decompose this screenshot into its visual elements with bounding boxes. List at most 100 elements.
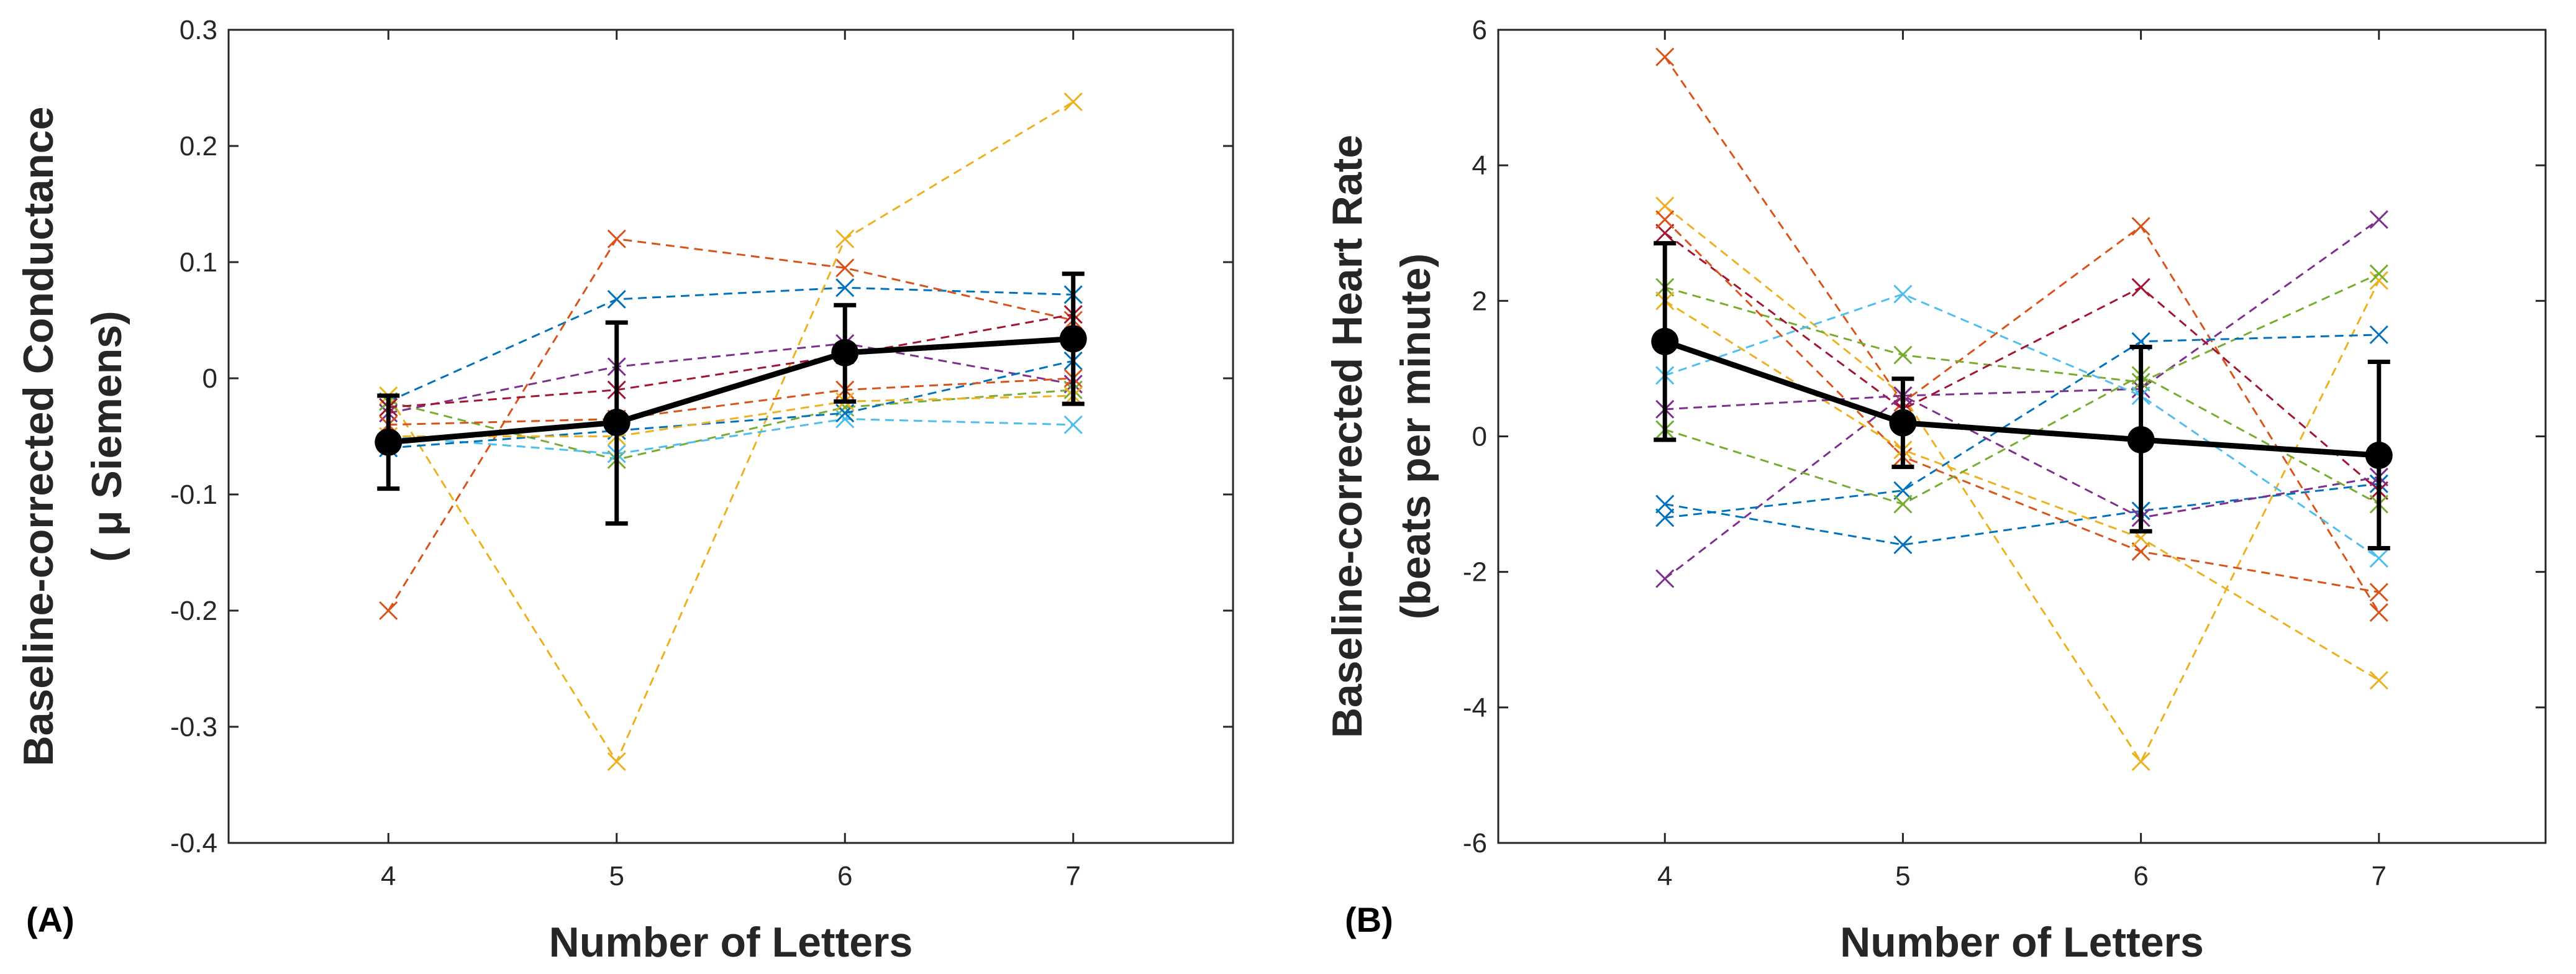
participant-line bbox=[1664, 219, 2380, 580]
mean-point bbox=[375, 428, 403, 456]
mean-point bbox=[2127, 426, 2155, 453]
panel-b-ytick-label: 2 bbox=[1472, 286, 1487, 316]
panel-b-ytick-label: -6 bbox=[1463, 828, 1487, 858]
panel-a-y-axis-label-line-2: ( μ Siemens) bbox=[83, 311, 130, 562]
participant-point-marker bbox=[835, 409, 855, 429]
participant-line bbox=[388, 377, 1073, 426]
participant-point-marker bbox=[2131, 278, 2150, 297]
participant-point-marker bbox=[2369, 603, 2388, 622]
panel-a-y-axis-label-line-1: Baseline-corrected Conductance bbox=[15, 107, 62, 767]
mean-line bbox=[388, 335, 1074, 445]
participant-point-marker bbox=[835, 229, 855, 248]
panel-a-ytick-label: 0.2 bbox=[180, 131, 217, 162]
participant-line bbox=[1664, 293, 2380, 560]
panel-a-mean-series bbox=[375, 271, 1087, 526]
participant-point-marker bbox=[1655, 494, 1675, 514]
participant-point-marker bbox=[607, 289, 626, 309]
participant-point-marker bbox=[2369, 671, 2388, 690]
participant-line bbox=[1665, 334, 2379, 519]
participant-line bbox=[388, 417, 1073, 455]
participant-point-marker bbox=[1655, 47, 1675, 66]
participant-point-marker bbox=[1893, 494, 1913, 514]
mean-point bbox=[603, 409, 630, 437]
panel-b-y-axis-label-line-2: (beats per minute) bbox=[1392, 253, 1439, 619]
panel-a-ytick-label: -0.4 bbox=[170, 828, 217, 858]
participant-line bbox=[1664, 300, 2380, 681]
participant-point-marker bbox=[379, 601, 398, 621]
panel-a-ytick-label: 0.3 bbox=[180, 15, 217, 45]
panel-a-chart: -0.4 -0.3 -0.2 -0.1 0 0.1 0.2 0.3 4 5 6 7 Number of … bbox=[15, 15, 1234, 966]
participant-point-marker bbox=[1655, 210, 1675, 229]
panel-b-xtick-label: 5 bbox=[1895, 861, 1910, 891]
mean-line bbox=[1663, 339, 2380, 458]
mean-point bbox=[1889, 409, 1917, 437]
participant-line bbox=[388, 394, 1073, 437]
participant-point-marker bbox=[2369, 264, 2388, 283]
participant-point-marker bbox=[2369, 583, 2388, 602]
participant-point-marker bbox=[2131, 542, 2150, 562]
mean-point bbox=[1651, 327, 1679, 355]
participant-point-marker bbox=[835, 258, 855, 278]
panel-b-x-axis-label: Number of Letters bbox=[1840, 919, 2204, 966]
panel-b-xtick-label: 4 bbox=[1657, 861, 1672, 891]
participant-point-marker bbox=[2131, 217, 2150, 236]
panel-b-mean-series bbox=[1651, 241, 2393, 550]
participant-point-marker bbox=[2369, 271, 2388, 290]
panel-b-y-axis-label-line-1: Baseline-corrected Heart Rate bbox=[1324, 135, 1371, 738]
participant-point-marker bbox=[1893, 535, 1913, 555]
participant-point-marker bbox=[1063, 415, 1083, 434]
panel-b-label: (B) bbox=[1345, 900, 1393, 939]
participant-line bbox=[1665, 394, 2380, 519]
panel-b-ytick-label: 0 bbox=[1472, 422, 1487, 452]
participant-point-marker bbox=[1893, 284, 1913, 304]
mean-point bbox=[2365, 442, 2393, 470]
panel-b-axes-frame bbox=[1497, 29, 2547, 844]
participant-line bbox=[1663, 56, 2380, 613]
participant-point-marker bbox=[2369, 548, 2388, 568]
panel-a-x-axis-label: Number of Letters bbox=[549, 919, 913, 966]
participant-line bbox=[1664, 219, 2380, 593]
panel-b-xtick-label: 6 bbox=[2133, 861, 2148, 891]
panel-b-chart: -6 -4 -2 0 2 4 6 4 5 6 7 Number of Letters Baseline-… bbox=[1324, 15, 2547, 966]
participant-line bbox=[388, 342, 1074, 414]
panel-a-xtick-label: 5 bbox=[609, 861, 624, 891]
participant-point-marker bbox=[835, 278, 855, 298]
participant-point-marker bbox=[1893, 481, 1913, 500]
panel-b-ytick-label: 6 bbox=[1472, 15, 1487, 45]
participant-line bbox=[388, 360, 1074, 449]
panel-a-xtick-label: 6 bbox=[837, 861, 852, 891]
participant-point-marker bbox=[607, 752, 626, 771]
participant-line bbox=[1664, 374, 2380, 506]
participant-line bbox=[387, 101, 1074, 764]
participant-point-marker bbox=[2369, 325, 2388, 344]
participant-point-marker bbox=[1655, 569, 1675, 588]
panel-a-ytick-label: -0.2 bbox=[170, 596, 217, 626]
participant-point-marker bbox=[2369, 210, 2388, 229]
participant-point-marker bbox=[1655, 508, 1675, 527]
panel-b-ytick-label: -4 bbox=[1463, 693, 1487, 723]
participant-point-marker bbox=[1655, 224, 1675, 243]
mean-point bbox=[1059, 325, 1087, 353]
participant-line bbox=[388, 313, 1074, 409]
participant-point-marker bbox=[1655, 196, 1675, 216]
panel-a-ytick-label: 0.1 bbox=[180, 247, 217, 278]
panel-a-ytick-label: -0.3 bbox=[170, 712, 217, 742]
participant-line bbox=[1664, 483, 2379, 546]
panel-b-participant-series bbox=[1655, 47, 2388, 771]
participant-line bbox=[388, 286, 1073, 403]
panel-b-ytick-label: -2 bbox=[1463, 557, 1487, 588]
participant-line bbox=[1664, 232, 2380, 491]
panel-b-xtick-label: 7 bbox=[2372, 861, 2387, 891]
panel-a-xtick-label: 4 bbox=[381, 861, 396, 891]
panel-a-ytick-label: 0 bbox=[203, 363, 217, 394]
participant-line bbox=[1664, 273, 2380, 383]
panel-a-axes-frame bbox=[227, 29, 1234, 844]
mean-point bbox=[831, 339, 859, 366]
panel-b-ytick-label: 4 bbox=[1472, 150, 1487, 181]
participant-point-marker bbox=[1893, 345, 1913, 365]
panel-a-xtick-label: 7 bbox=[1066, 861, 1081, 891]
panel-a-ytick-label: -0.1 bbox=[170, 480, 217, 510]
panel-a-label: (A) bbox=[26, 900, 75, 939]
participant-point-marker bbox=[1063, 92, 1083, 112]
